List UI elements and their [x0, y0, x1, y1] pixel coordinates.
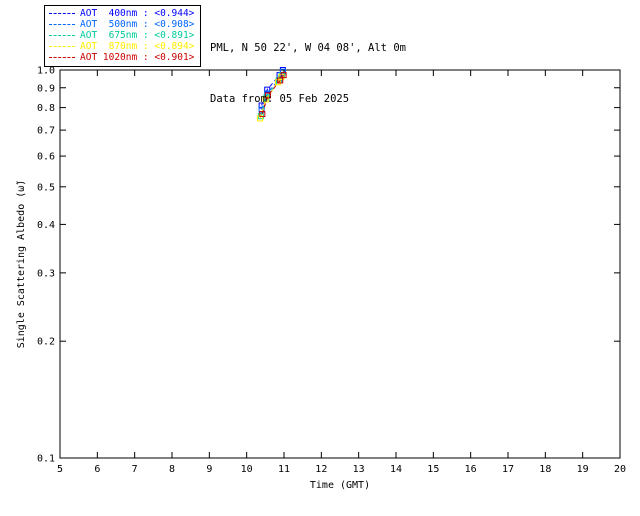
legend-entry: AOT 500nm : <0.908> [49, 19, 194, 30]
legend-entry-label: AOT 400nm : <0.944> [80, 8, 195, 19]
series-marker [259, 111, 266, 118]
y-tick-label: 0.9 [37, 83, 55, 94]
x-tick-label: 15 [427, 464, 439, 475]
site-location-line: PML, N 50 22', W 04 08', Alt 0m [210, 42, 406, 54]
x-tick-label: 13 [353, 464, 365, 475]
header-info: PML, N 50 22', W 04 08', Alt 0m Data fro… [210, 6, 406, 125]
series-marker [277, 77, 284, 84]
x-tick-label: 19 [577, 464, 589, 475]
y-tick-label: 0.1 [37, 454, 55, 465]
legend-entry-label: AOT 1020nm : <0.901> [80, 52, 195, 63]
series-line [261, 74, 285, 115]
legend-entry: AOT 1020nm : <0.901> [49, 52, 194, 63]
x-tick-label: 12 [315, 464, 327, 475]
y-tick-label: 0.6 [37, 152, 55, 163]
y-tick-label: 0.7 [37, 126, 55, 137]
x-tick-label: 8 [169, 464, 175, 475]
legend-line-swatch [49, 13, 75, 14]
x-tick-label: 16 [465, 464, 477, 475]
legend-line-swatch [49, 57, 75, 58]
legend-entry-label: AOT 500nm : <0.908> [80, 19, 195, 30]
x-tick-label: 7 [132, 464, 138, 475]
x-axis-label: Time (GMT) [310, 480, 370, 491]
series-marker [264, 92, 271, 99]
plot-frame [59, 69, 621, 459]
legend-box: AOT 400nm : <0.944> AOT 500nm : <0.908> AO… [44, 5, 202, 67]
series-marker [280, 72, 287, 79]
y-tick-label: 0.8 [37, 103, 55, 114]
series-marker [258, 106, 265, 113]
legend-line-swatch [49, 35, 75, 36]
x-tick-label: 18 [539, 464, 551, 475]
x-tick-label: 6 [94, 464, 100, 475]
series-marker [264, 86, 271, 93]
x-tick-label: 17 [502, 464, 514, 475]
legend-entry-label: AOT 870nm : <0.894> [80, 41, 195, 52]
series-marker [258, 102, 265, 109]
legend-entry: AOT 870nm : <0.894> [49, 41, 194, 52]
x-tick-label: 11 [278, 464, 290, 475]
y-tick-label: 0.3 [37, 268, 55, 279]
legend-line-swatch [49, 24, 75, 25]
data-date-line: Data from: 05 Feb 2025 [210, 93, 350, 105]
x-tick-label: 20 [614, 464, 626, 475]
y-axis-label: Single Scattering Albedo (ω̃) [15, 180, 27, 349]
legend-entry: AOT 675nm : <0.891> [49, 30, 194, 41]
y-tick-label: 0.2 [37, 337, 55, 348]
y-tick-label: 0.4 [37, 220, 55, 231]
legend-entry-label: AOT 675nm : <0.891> [80, 30, 195, 41]
x-tick-label: 5 [57, 464, 63, 475]
y-tick-label: 0.5 [37, 182, 55, 193]
x-tick-label: 9 [206, 464, 212, 475]
y-tick-label: 1.0 [37, 66, 55, 77]
legend-line-swatch [49, 46, 75, 47]
x-tick-label: 14 [390, 464, 402, 475]
x-tick-label: 10 [241, 464, 253, 475]
legend-entry: AOT 400nm : <0.944> [49, 8, 194, 19]
